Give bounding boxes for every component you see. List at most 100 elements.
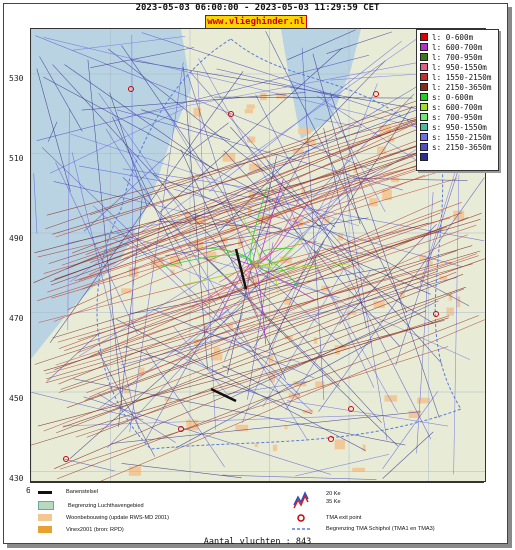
urban-area xyxy=(382,189,392,201)
tma-exit-point xyxy=(328,436,334,442)
landing-track xyxy=(54,149,427,280)
urban-area xyxy=(446,307,454,316)
landing-track xyxy=(67,148,427,310)
takeoff-track xyxy=(72,36,186,51)
takeoff-track xyxy=(453,174,460,475)
takeoff-track xyxy=(145,349,225,468)
legend-swatch xyxy=(420,73,428,81)
key-label: Begrenzing TMA Schiphol (TMA1 en TMA3) xyxy=(326,526,435,532)
legend-entry: l: 0-600m xyxy=(420,32,473,42)
legend-swatch xyxy=(420,43,428,51)
urban-area xyxy=(186,419,199,431)
landing-track xyxy=(60,346,449,470)
urban-area xyxy=(193,107,202,117)
tma-exit-point xyxy=(178,426,184,432)
urban-area xyxy=(247,136,256,143)
urban-area xyxy=(194,339,200,346)
takeoff-track xyxy=(353,177,468,181)
takeoff-track xyxy=(173,188,463,267)
urban-area xyxy=(395,126,399,131)
tma-exit-point xyxy=(348,406,354,412)
takeoff-track xyxy=(266,159,375,388)
urban-area xyxy=(246,104,255,109)
landing-track xyxy=(50,125,472,282)
takeoff-track xyxy=(112,238,255,300)
y-tick-label: 510 xyxy=(9,154,24,163)
key-label: TMA exit point xyxy=(326,515,362,521)
urban-area xyxy=(238,236,244,247)
takeoff-track xyxy=(134,171,376,259)
takeoff-track xyxy=(318,177,485,412)
takeoff-track xyxy=(81,92,306,111)
urban-area xyxy=(362,444,366,452)
tma-exit-point-icon xyxy=(297,514,305,522)
land-area xyxy=(31,29,485,481)
key-item: Woonbebouwing (update RWS-MD 2001) xyxy=(38,514,169,521)
urban-area xyxy=(121,288,132,294)
urban-area xyxy=(347,310,357,315)
flight-track-map[interactable] xyxy=(30,28,486,482)
landing-track xyxy=(58,202,462,349)
takeoff-track xyxy=(47,121,58,142)
legend-swatch xyxy=(420,93,428,101)
landing-track xyxy=(54,310,427,469)
urban-area xyxy=(250,278,258,285)
takeoff-track xyxy=(39,56,83,132)
legend-entry: s: 2150-3650m xyxy=(420,142,491,152)
approach-track xyxy=(252,264,267,345)
key-item: Begrenzing Luchthavengebied xyxy=(38,501,144,510)
y-tick-label: 470 xyxy=(9,314,24,323)
legend-label: l: 0-600m xyxy=(432,32,474,42)
takeoff-track xyxy=(121,463,242,479)
legend-entry xyxy=(420,152,432,162)
key-label: 20 Ke xyxy=(326,491,341,497)
y-tick-label: 530 xyxy=(9,74,24,83)
takeoff-track xyxy=(188,217,369,247)
takeoff-track xyxy=(295,454,390,477)
takeoff-track xyxy=(285,270,371,410)
takeoff-track xyxy=(173,325,227,394)
takeoff-track xyxy=(55,161,138,335)
landing-track xyxy=(34,229,443,365)
landing-track xyxy=(52,222,429,339)
takeoff-track xyxy=(165,242,244,256)
legend-swatch xyxy=(420,63,428,71)
urban-area xyxy=(260,92,267,101)
landing-track xyxy=(56,273,464,434)
legend-entry: s: 700-950m xyxy=(420,112,482,122)
y-tick-label: 450 xyxy=(9,394,24,403)
takeoff-track xyxy=(106,177,357,449)
urban-area xyxy=(301,186,306,197)
takeoff-track xyxy=(301,47,325,400)
urban-area xyxy=(417,397,430,404)
urban-area xyxy=(123,389,131,394)
urban-area xyxy=(270,372,275,383)
takeoff-track xyxy=(185,122,229,156)
takeoff-track xyxy=(153,309,315,379)
takeoff-track xyxy=(141,109,231,140)
takeoff-track xyxy=(36,54,370,141)
takeoff-track xyxy=(216,68,342,99)
landing-track xyxy=(90,128,450,263)
takeoff-track xyxy=(287,29,356,61)
landing-track xyxy=(45,261,452,375)
landing-track xyxy=(37,168,449,302)
takeoff-track xyxy=(255,267,344,346)
tma-exit-point xyxy=(433,311,439,317)
landing-track xyxy=(45,80,475,230)
takeoff-track xyxy=(329,92,440,418)
approach-track xyxy=(252,259,298,287)
landing-track xyxy=(66,120,439,270)
urban-area xyxy=(248,190,256,199)
approach-track xyxy=(204,260,255,301)
takeoff-track xyxy=(98,92,196,232)
urban-area xyxy=(220,245,226,252)
urban-area xyxy=(427,260,433,266)
legend-entry: l: 950-1550m xyxy=(420,62,487,72)
urban-area xyxy=(284,297,292,305)
urban-area xyxy=(408,410,421,418)
urban-area xyxy=(315,381,325,388)
urban-area xyxy=(304,138,316,146)
landing-track xyxy=(89,200,442,357)
takeoff-track xyxy=(124,345,313,414)
